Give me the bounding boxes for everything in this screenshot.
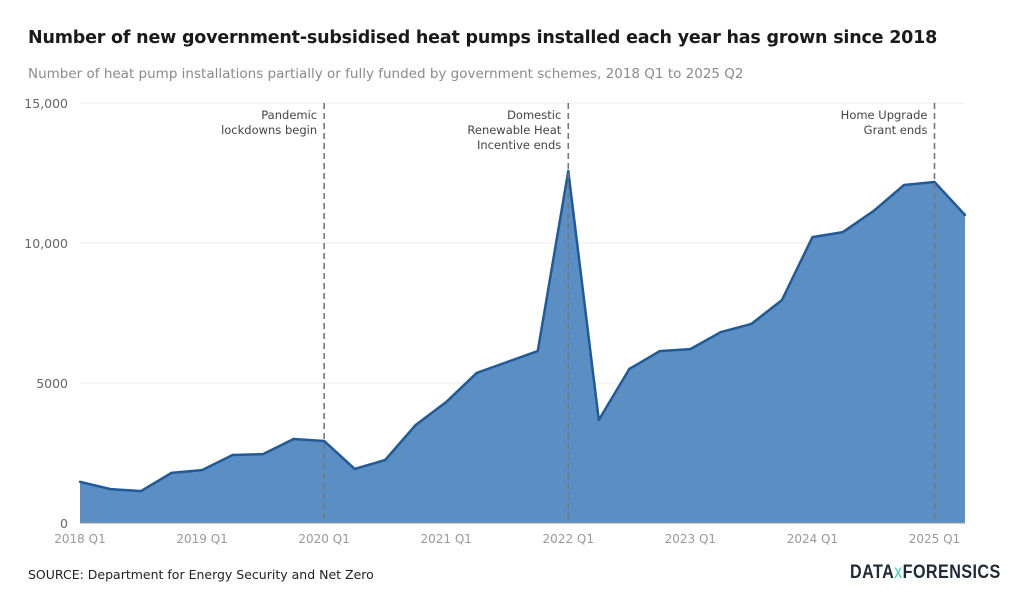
data-point [445,400,448,404]
x-tick-label: 2022 Q1 [543,532,594,546]
data-point [383,458,387,462]
annotation-label: Home Upgrade [841,108,928,122]
data-point [536,349,539,353]
x-tick-label: 2021 Q1 [420,532,471,546]
data-point [933,180,936,184]
annotation-label: Domestic [507,108,561,122]
annotation-label: lockdowns begin [221,123,317,137]
data-point [170,471,173,475]
data-point [719,330,723,334]
data-point [414,423,417,427]
x-tick-label: 2023 Q1 [665,532,716,546]
data-point [780,298,784,302]
series-line [79,169,966,493]
area-fill [80,171,965,524]
annotation-label: Pandemic [261,108,317,122]
annotation-label: Grant ends [864,123,928,137]
x-tick-label: 2020 Q1 [298,532,349,546]
data-point [322,439,326,443]
data-point [567,169,570,173]
data-point [872,209,875,213]
annotation-label: Renewable Heat [467,123,561,137]
data-point [261,452,265,456]
data-point [628,367,631,371]
chart-subtitle: Number of heat pump installations partia… [28,66,744,82]
chart-title: Number of new government-subsidised heat… [28,28,938,48]
data-point [139,489,143,493]
x-tick-label: 2019 Q1 [176,532,227,546]
x-tick-label: 2018 Q1 [54,532,105,546]
data-point [506,360,509,364]
y-tick-label: 10,000 [24,236,68,251]
data-point [750,322,753,326]
x-tick-label: 2024 Q1 [787,532,838,546]
data-point [109,487,112,491]
data-point [902,183,906,187]
y-tick-label: 5000 [36,376,68,391]
data-point [963,213,967,217]
data-point [841,230,845,234]
data-point [200,468,204,472]
data-point [811,235,814,239]
y-tick-label: 15,000 [24,96,68,111]
data-point [475,371,478,375]
data-point [353,467,356,471]
data-point [292,437,295,441]
data-point [78,480,82,484]
data-point [689,347,692,351]
data-forensics-logo: DATAxFORENSICS [850,562,1001,583]
annotation-label: Incentive ends [477,138,561,152]
data-point [658,349,662,353]
x-tick-label: 2025 Q1 [909,532,960,546]
data-point [597,418,600,422]
source-note: SOURCE: Department for Energy Security a… [28,567,374,582]
data-point [231,453,234,457]
y-tick-label: 0 [60,516,68,531]
